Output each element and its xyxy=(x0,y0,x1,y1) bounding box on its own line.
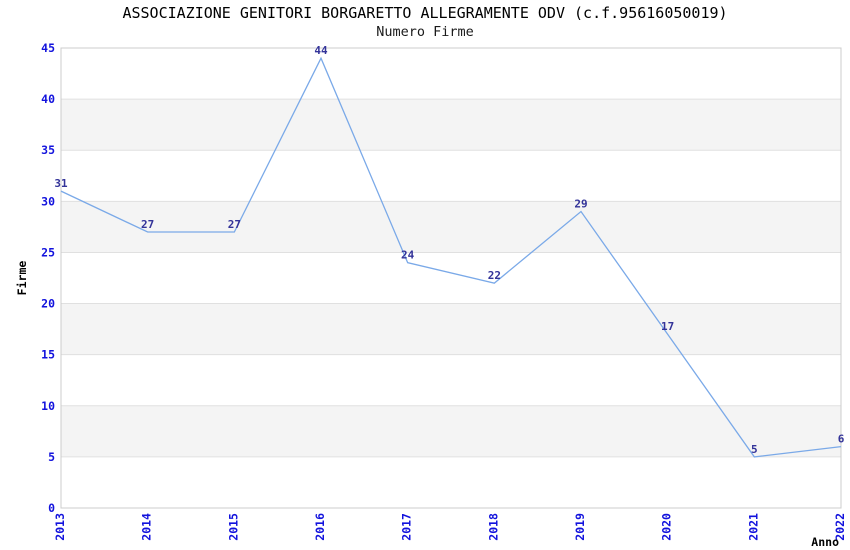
x-tick-label: 2019 xyxy=(573,513,587,541)
data-point-label: 17 xyxy=(661,320,674,333)
plot-band xyxy=(61,405,841,457)
data-point-label: 27 xyxy=(141,218,154,231)
x-tick-label: 2022 xyxy=(833,513,847,541)
y-tick-label: 20 xyxy=(41,297,55,311)
x-tick-label: 2014 xyxy=(140,513,154,541)
chart-subtitle: Numero Firme xyxy=(376,24,474,40)
plot-band xyxy=(61,99,841,151)
chart-title: ASSOCIAZIONE GENITORI BORGARETTO ALLEGRA… xyxy=(122,4,728,22)
plot-band xyxy=(61,303,841,355)
x-tick-label: 2021 xyxy=(746,513,760,541)
series-line xyxy=(60,56,842,458)
y-tick-label: 30 xyxy=(41,194,55,208)
y-tick-label: 35 xyxy=(41,143,55,157)
y-tick-label: 25 xyxy=(41,245,55,259)
data-point-label: 27 xyxy=(228,218,241,231)
x-tick-label: 2018 xyxy=(486,513,500,541)
x-tick-label: 2016 xyxy=(313,513,327,541)
data-point-label: 6 xyxy=(838,433,845,446)
y-tick-label: 40 xyxy=(41,92,55,106)
x-tick-label: 2013 xyxy=(53,513,67,541)
y-tick-label: 45 xyxy=(41,41,55,55)
plot-frame xyxy=(60,47,842,509)
x-tick-label: 2017 xyxy=(400,513,414,541)
y-tick-label: 0 xyxy=(48,501,55,515)
y-tick-label: 15 xyxy=(41,348,55,362)
y-axis-label: Firme xyxy=(15,261,29,296)
data-point-label: 31 xyxy=(54,177,68,190)
data-point-label: 24 xyxy=(401,249,415,262)
plot-band xyxy=(61,201,841,253)
y-tick-label: 10 xyxy=(41,399,55,413)
data-point-label: 44 xyxy=(314,44,328,57)
x-tick-label: 2020 xyxy=(660,513,674,541)
y-tick-label: 5 xyxy=(48,450,55,464)
data-point-label: 5 xyxy=(751,443,758,456)
data-point-label: 22 xyxy=(488,269,501,282)
x-tick-label: 2015 xyxy=(226,513,240,541)
data-point-label: 29 xyxy=(574,198,587,211)
x-axis-label: Anno xyxy=(811,535,839,549)
